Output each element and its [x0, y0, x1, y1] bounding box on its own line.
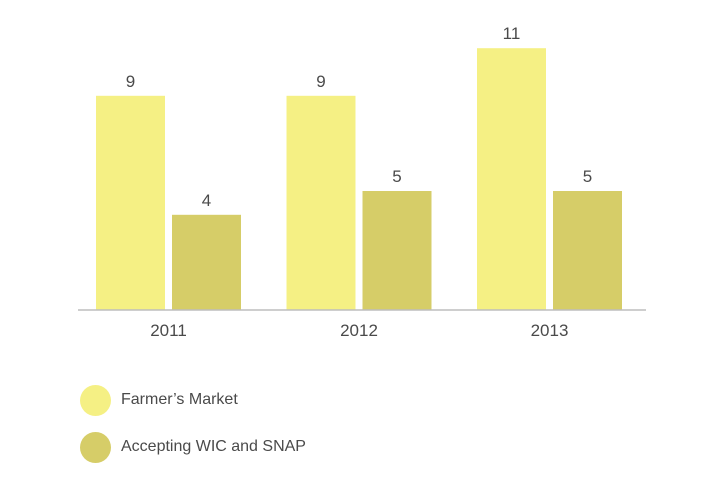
x-tick-label-2013: 2013	[531, 321, 569, 340]
legend-swatch-wic-snap	[80, 431, 111, 463]
legend-item-farmers-market: Farmer’s Market	[80, 383, 306, 417]
data-label-farmer-s-market-2011: 9	[126, 72, 135, 91]
bar-accepting-wic-and-snap-2012	[362, 191, 432, 310]
x-tick-labels: 2011 2012 2013	[150, 321, 568, 340]
data-label-accepting-wic-and-snap-2013: 5	[583, 167, 592, 186]
bar-accepting-wic-and-snap-2013	[553, 191, 622, 310]
legend-item-wic-snap: Accepting WIC and SNAP	[80, 430, 306, 464]
x-tick-label-2012: 2012	[340, 321, 378, 340]
bar-farmer-s-market-2011	[96, 95, 165, 310]
legend-swatch-farmers-market	[80, 384, 111, 416]
data-label-accepting-wic-and-snap-2011: 4	[202, 191, 211, 210]
bar-chart: 9 4 9 5 11 5 2011 2012 2013	[78, 24, 646, 340]
x-tick-label-2011: 2011	[150, 321, 187, 340]
legend-label-farmers-market: Farmer’s Market	[121, 391, 238, 408]
legend-label-wic-snap: Accepting WIC and SNAP	[121, 438, 306, 455]
data-label-farmer-s-market-2012: 9	[316, 72, 325, 91]
bar-farmer-s-market-2012	[286, 95, 356, 310]
data-label-farmer-s-market-2013: 11	[503, 24, 521, 43]
bars-layer: 9 4 9 5 11 5	[96, 24, 622, 310]
legend: Farmer’s Market Accepting WIC and SNAP	[80, 383, 306, 477]
bar-farmer-s-market-2013	[477, 48, 546, 310]
bar-accepting-wic-and-snap-2011	[172, 214, 241, 310]
data-label-accepting-wic-and-snap-2012: 5	[392, 167, 401, 186]
